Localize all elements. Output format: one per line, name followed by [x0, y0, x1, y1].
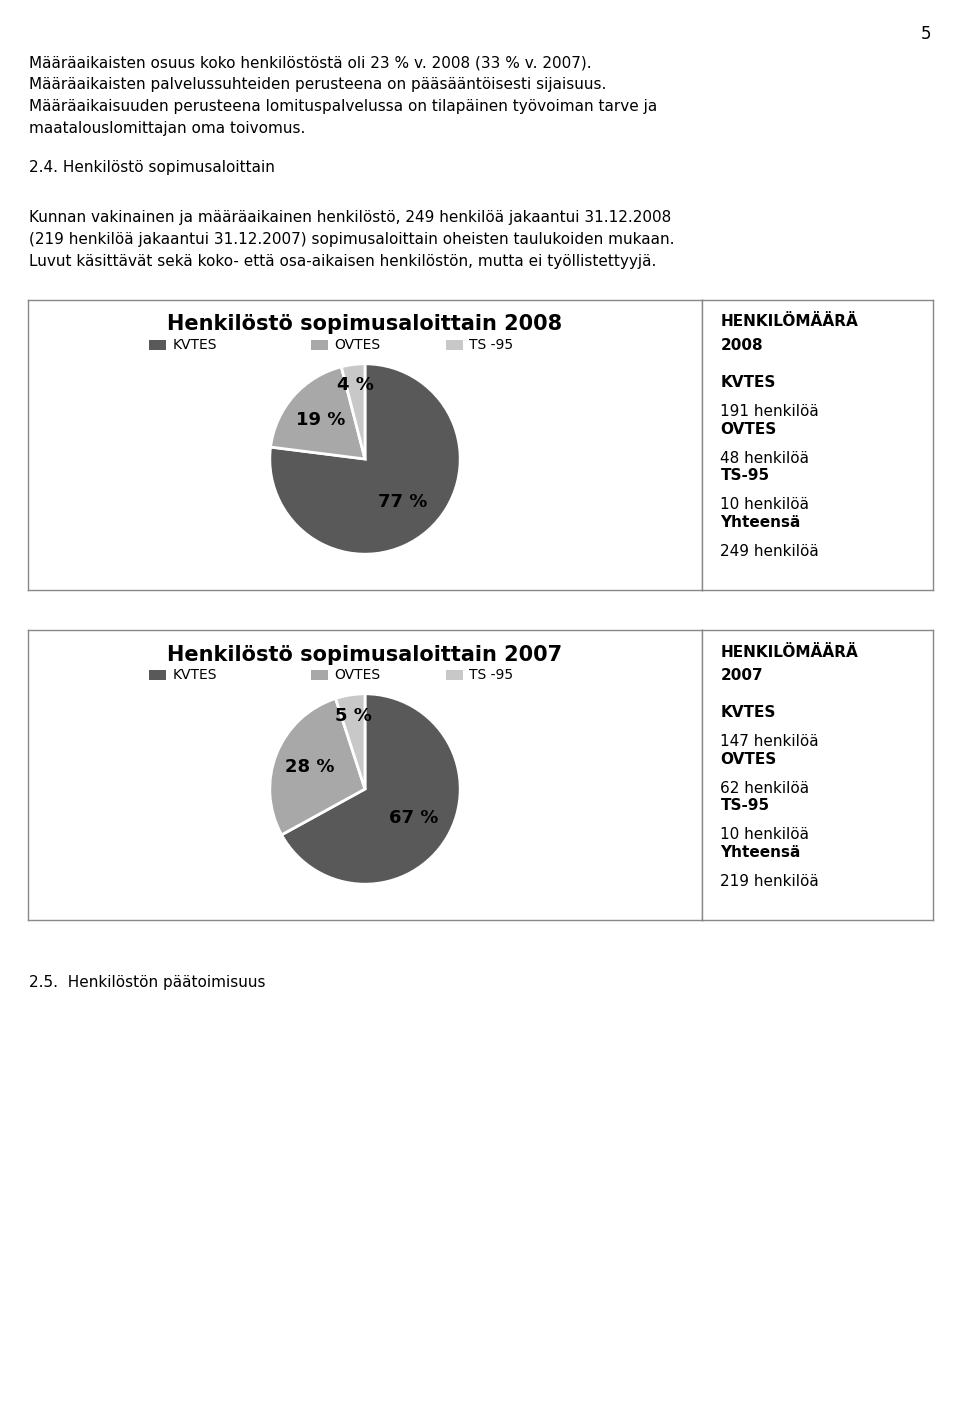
Text: Henkilöstö sopimusaloittain 2007: Henkilöstö sopimusaloittain 2007: [167, 644, 563, 664]
Text: OVTES: OVTES: [335, 668, 381, 683]
Text: 4 %: 4 %: [337, 376, 374, 395]
Text: 191 henkilöä: 191 henkilöä: [720, 405, 819, 419]
Text: Henkilöstö sopimusaloittain 2008: Henkilöstö sopimusaloittain 2008: [167, 315, 563, 335]
Text: 48 henkilöä: 48 henkilöä: [720, 450, 809, 466]
Text: Määräaikaisten osuus koko henkilöstöstä oli 23 % v. 2008 (33 % v. 2007).: Määräaikaisten osuus koko henkilöstöstä …: [29, 56, 591, 70]
Wedge shape: [271, 366, 365, 459]
Text: 5 %: 5 %: [335, 707, 372, 725]
Text: 2.4. Henkilöstö sopimusaloittain: 2.4. Henkilöstö sopimusaloittain: [29, 160, 275, 175]
Text: 77 %: 77 %: [378, 493, 427, 510]
Wedge shape: [270, 363, 460, 554]
Text: Luvut käsittävät sekä koko- että osa-aikaisen henkilöstön, mutta ei työllistetty: Luvut käsittävät sekä koko- että osa-aik…: [29, 254, 657, 269]
Text: 62 henkilöä: 62 henkilöä: [720, 781, 809, 795]
Text: TS -95: TS -95: [469, 338, 514, 352]
Text: HENKILÖMÄÄRÄ: HENKILÖMÄÄRÄ: [720, 315, 858, 329]
Text: Yhteensä: Yhteensä: [720, 514, 801, 530]
Text: HENKILÖMÄÄRÄ: HENKILÖMÄÄRÄ: [720, 644, 858, 660]
Text: 5: 5: [921, 26, 931, 43]
Bar: [150, 341, 166, 351]
Text: KVTES: KVTES: [173, 668, 217, 683]
Bar: [445, 670, 463, 680]
Bar: [445, 341, 463, 351]
Text: 147 henkilöä: 147 henkilöä: [720, 734, 819, 750]
Wedge shape: [281, 694, 460, 884]
Text: 10 henkilöä: 10 henkilöä: [720, 826, 809, 842]
Bar: [311, 341, 328, 351]
Text: 19 %: 19 %: [296, 410, 346, 429]
Text: 28 %: 28 %: [285, 758, 335, 777]
Text: Määräaikaisuuden perusteena lomituspalvelussa on tilapäinen työvoiman tarve ja: Määräaikaisuuden perusteena lomituspalve…: [29, 98, 657, 114]
Text: 219 henkilöä: 219 henkilöä: [720, 874, 819, 889]
Text: Kunnan vakinainen ja määräaikainen henkilöstö, 249 henkilöä jakaantui 31.12.2008: Kunnan vakinainen ja määräaikainen henki…: [29, 209, 671, 225]
Text: 249 henkilöä: 249 henkilöä: [720, 543, 819, 559]
Bar: [150, 670, 166, 680]
Text: Määräaikaisten palvelussuhteiden perusteena on pääsääntöisesti sijaisuus.: Määräaikaisten palvelussuhteiden peruste…: [29, 77, 606, 93]
Text: TS -95: TS -95: [469, 668, 514, 683]
Wedge shape: [342, 363, 365, 459]
Text: 67 %: 67 %: [390, 809, 439, 826]
Text: 2008: 2008: [720, 338, 763, 353]
Wedge shape: [336, 694, 365, 789]
Wedge shape: [270, 698, 365, 835]
Text: maatalouslomittajan oma toivomus.: maatalouslomittajan oma toivomus.: [29, 121, 305, 135]
Text: 2.5.  Henkilöstön päätoimisuus: 2.5. Henkilöstön päätoimisuus: [29, 975, 265, 990]
Text: (219 henkilöä jakaantui 31.12.2007) sopimusaloittain oheisten taulukoiden mukaan: (219 henkilöä jakaantui 31.12.2007) sopi…: [29, 232, 674, 247]
Text: OVTES: OVTES: [720, 422, 777, 437]
Text: 10 henkilöä: 10 henkilöä: [720, 497, 809, 512]
Bar: [311, 670, 328, 680]
Text: Yhteensä: Yhteensä: [720, 845, 801, 859]
Text: OVTES: OVTES: [720, 752, 777, 767]
Text: TS-95: TS-95: [720, 469, 770, 483]
Text: KVTES: KVTES: [173, 338, 217, 352]
Text: TS-95: TS-95: [720, 798, 770, 814]
Text: KVTES: KVTES: [720, 705, 776, 721]
Text: OVTES: OVTES: [335, 338, 381, 352]
Text: 2007: 2007: [720, 668, 763, 683]
Text: KVTES: KVTES: [720, 375, 776, 390]
